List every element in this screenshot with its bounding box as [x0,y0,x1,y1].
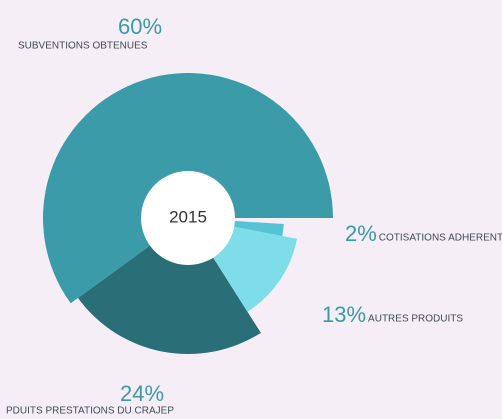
value-label: 60% [118,14,162,39]
category-label: AUTRES PRODUITS [368,314,463,325]
value-label: 2% [345,221,377,246]
slice [77,218,261,354]
category-label: PDUITS PRESTATIONS DU CRAJEP [6,406,174,417]
category-label: SUBVENTIONS OBTENUES [18,41,148,52]
category-label: COTISATIONS ADHERENTS [379,233,502,244]
value-label: 13% [322,302,366,327]
value-label: 24% [120,381,164,406]
center-label: 2015 [169,207,207,226]
center-hole [141,171,235,265]
